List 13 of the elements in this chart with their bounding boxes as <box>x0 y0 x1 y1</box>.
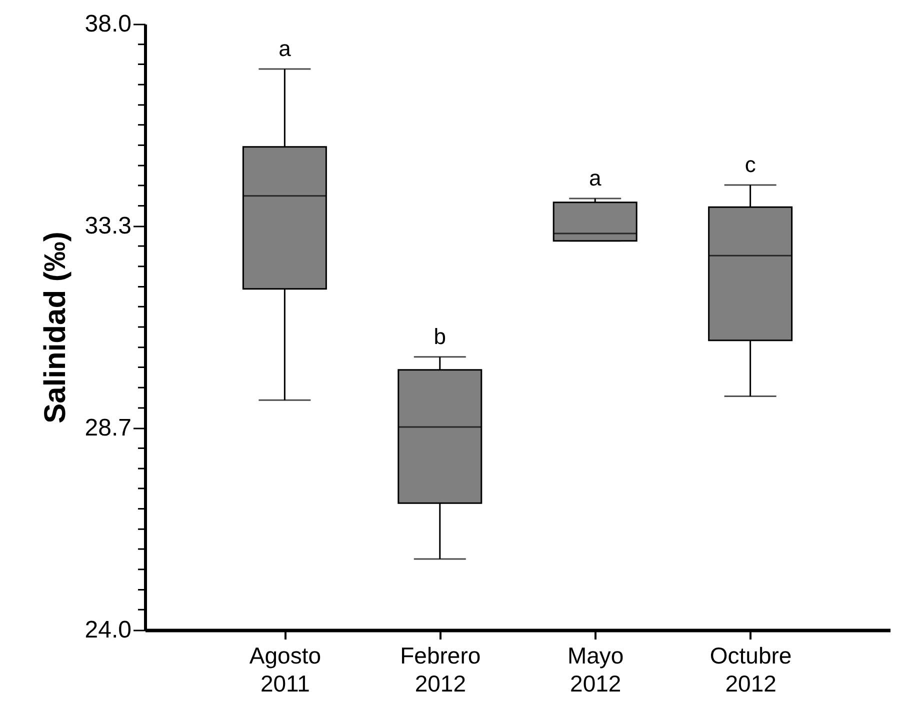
y-tick-label: 28.7 <box>84 414 132 442</box>
x-tick-label: Mayo 2012 <box>567 642 624 696</box>
x-tick-label: Agosto 2011 <box>249 642 321 696</box>
annotation: b <box>434 324 446 349</box>
x-tick-label: Febrero 2012 <box>400 642 481 696</box>
annotation: a <box>278 36 292 62</box>
y-tick-label: 24.0 <box>84 616 132 644</box>
annotation: a <box>588 165 602 190</box>
y-tick-label: 38.0 <box>84 10 132 38</box>
annotation: c <box>744 152 756 178</box>
y-axis-title: Salinidad (‰) <box>38 232 72 424</box>
y-tick-label: 33.3 <box>84 212 132 240</box>
x-tick-label: Octubre 2012 <box>710 642 792 696</box>
